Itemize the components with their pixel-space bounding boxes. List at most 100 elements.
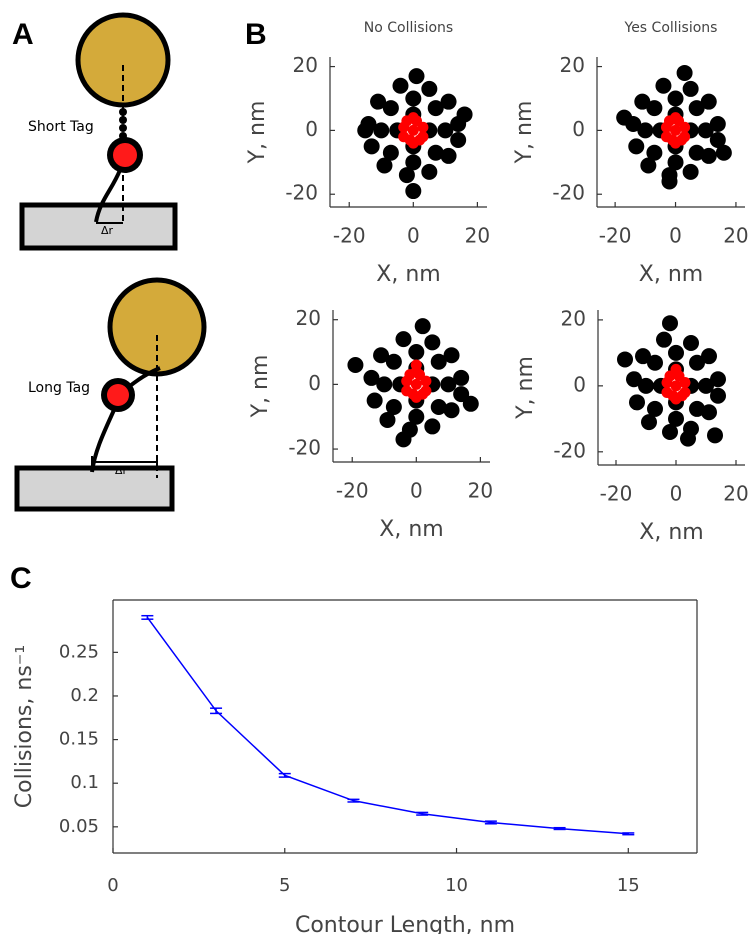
y-tick-label: 20 — [560, 53, 585, 77]
point — [710, 387, 726, 404]
point — [408, 344, 425, 361]
x-tick-label: 20 — [465, 224, 490, 248]
point — [668, 410, 684, 427]
point — [407, 137, 419, 149]
point — [701, 348, 717, 365]
point — [629, 394, 645, 411]
point — [689, 400, 705, 417]
point — [709, 116, 726, 133]
point — [427, 100, 444, 117]
point — [698, 377, 714, 394]
x-tick-label: 0 — [107, 875, 118, 896]
point — [700, 147, 717, 164]
point — [660, 131, 672, 143]
x-tick-label: 20 — [468, 479, 493, 503]
point — [670, 124, 682, 136]
point — [424, 418, 441, 435]
point — [421, 163, 438, 180]
point — [646, 100, 663, 117]
point — [382, 100, 399, 117]
diagram-label: Long Tag — [28, 380, 90, 396]
point — [462, 395, 479, 412]
point — [682, 80, 699, 97]
point — [670, 380, 682, 392]
point — [453, 386, 470, 403]
point — [395, 331, 412, 348]
point — [430, 399, 447, 416]
x-axis-label: X, nm — [639, 262, 703, 287]
chart-title: No Collisions — [364, 20, 453, 36]
y-axis-label: Collisions, ns⁻¹ — [12, 645, 37, 808]
point — [670, 393, 682, 405]
chart-title: Yes Collisions — [624, 20, 718, 36]
point — [701, 404, 717, 421]
point — [641, 414, 657, 431]
point — [647, 354, 663, 371]
point — [680, 430, 696, 447]
point — [670, 112, 682, 124]
point — [373, 122, 390, 139]
line — [146, 617, 629, 835]
point — [421, 80, 438, 97]
point — [670, 363, 682, 375]
y-tick-label: 0.1 — [70, 772, 99, 793]
point — [661, 386, 673, 398]
point — [376, 157, 393, 174]
y-axis-label: Y, nm — [512, 101, 537, 165]
y-tick-label: -20 — [288, 436, 321, 460]
y-tick-label: 0 — [573, 372, 586, 396]
point — [405, 183, 422, 200]
y-axis-label: Y, nm — [245, 101, 270, 165]
point — [443, 402, 460, 419]
point — [456, 106, 473, 123]
x-axis-label: X, nm — [376, 262, 440, 287]
x-axis-label: X, nm — [379, 517, 443, 542]
y-tick-label: 0 — [308, 371, 321, 395]
diagram-label: Short Tag — [28, 119, 94, 135]
point — [697, 122, 714, 139]
point — [634, 93, 651, 110]
point — [662, 424, 678, 441]
point — [667, 154, 684, 171]
point — [430, 353, 447, 370]
x-tick-label: 0 — [669, 224, 682, 248]
diagram-label: Δr — [101, 224, 114, 237]
panel-letter: C — [10, 562, 32, 595]
point — [382, 144, 399, 161]
point — [688, 100, 705, 117]
y-tick-label: 20 — [561, 306, 586, 330]
point — [417, 131, 429, 143]
point — [676, 64, 693, 81]
y-tick-label: -20 — [553, 438, 586, 462]
y-tick-label: -20 — [285, 181, 318, 205]
point — [424, 334, 441, 351]
point — [656, 331, 672, 348]
y-tick-label: 20 — [293, 53, 318, 77]
point — [357, 122, 374, 139]
point — [395, 431, 412, 448]
point — [410, 378, 422, 390]
point — [437, 122, 454, 139]
point — [667, 90, 684, 107]
short-tag-diagram: Short Tag Δr — [19, 12, 178, 251]
point — [440, 376, 457, 393]
y-axis-label: Y, nm — [513, 356, 538, 420]
x-axis-label: Contour Length, nm — [295, 913, 515, 934]
point — [407, 112, 419, 124]
point — [410, 391, 422, 403]
point — [398, 167, 415, 184]
point — [427, 144, 444, 161]
x-tick-label: -20 — [599, 224, 632, 248]
long-tag-diagram: Long Tag Δr — [14, 277, 207, 512]
x-tick-label: -20 — [336, 479, 369, 503]
x-tick-label: 10 — [445, 875, 468, 896]
point — [679, 131, 691, 143]
point — [379, 411, 396, 428]
point — [347, 356, 364, 373]
x-axis-label: X, nm — [639, 520, 703, 545]
point — [370, 93, 387, 110]
x-tick-label: 20 — [723, 224, 748, 248]
point — [689, 354, 705, 371]
point — [707, 427, 723, 444]
point — [401, 385, 413, 397]
